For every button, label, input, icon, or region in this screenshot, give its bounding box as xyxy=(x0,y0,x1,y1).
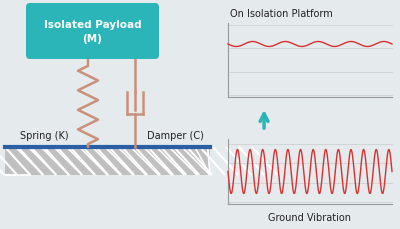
Bar xyxy=(5,147,210,175)
Text: Isolated Payload
(M): Isolated Payload (M) xyxy=(44,20,141,44)
Text: Ground Vibration: Ground Vibration xyxy=(268,212,352,222)
Text: On Isolation Platform: On Isolation Platform xyxy=(230,9,333,19)
FancyBboxPatch shape xyxy=(26,4,159,60)
Text: Spring (K): Spring (K) xyxy=(20,131,69,140)
Text: Damper (C): Damper (C) xyxy=(147,131,204,140)
